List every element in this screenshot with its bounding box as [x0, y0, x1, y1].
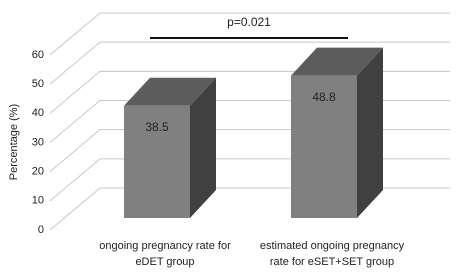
y-tick-label: 50: [32, 78, 44, 90]
bar-top: [124, 77, 216, 106]
grid-line: [49, 129, 450, 173]
annotation: p=0.021: [227, 15, 271, 29]
grid-line: [49, 41, 450, 85]
bar: [291, 75, 357, 219]
bar: [124, 105, 190, 218]
y-tick-label: 20: [32, 166, 44, 178]
grid-line: [49, 70, 450, 114]
grid-line: [49, 12, 450, 56]
y-tick-label: 10: [32, 195, 44, 207]
grid-line: [49, 187, 450, 231]
x-tick-label: eDET group: [135, 256, 194, 268]
x-tick-label: estimated ongoing pregnancy: [260, 240, 405, 252]
grid-line: [49, 158, 450, 202]
grid-line: [49, 100, 450, 143]
y-tick-label: 40: [32, 107, 44, 119]
bar-top: [291, 47, 383, 76]
value-label: 38.5: [145, 120, 169, 134]
value-label: 48.8: [312, 90, 336, 104]
y-tick-label: 0: [38, 224, 44, 236]
bar-side: [190, 77, 216, 218]
x-tick-label: rate for eSET+SET group: [270, 256, 394, 268]
x-tick-label: ongoing pregnancy rate for: [99, 240, 231, 252]
y-tick-label: 30: [32, 136, 44, 148]
y-tick-label: 60: [32, 49, 44, 61]
bar-side: [357, 47, 383, 218]
y-axis-label: Percentage (%): [8, 104, 20, 180]
